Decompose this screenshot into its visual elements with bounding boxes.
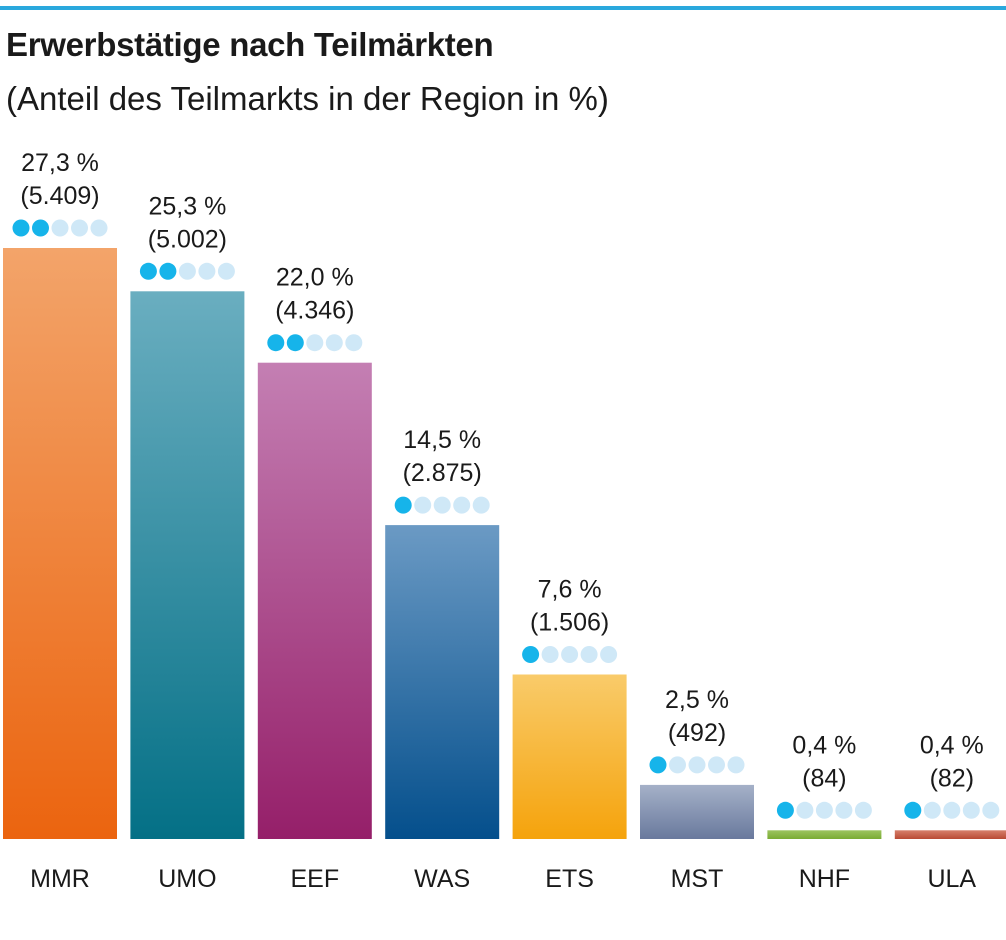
top-rule xyxy=(0,6,1006,10)
rating-dot xyxy=(394,496,412,514)
rating-dot xyxy=(306,334,324,352)
rating-dot xyxy=(453,496,471,514)
rating-dot xyxy=(982,801,1000,819)
absolute-label: (84) xyxy=(802,764,846,792)
rating-dot xyxy=(159,262,177,280)
chart-title: Erwerbstätige nach Teilmärkten xyxy=(6,26,494,63)
bar-group-mmr: (5.409) 27,3 % MMR xyxy=(3,149,117,893)
category-label: ETS xyxy=(545,865,594,893)
rating-dot xyxy=(32,219,49,237)
rating-dot xyxy=(178,262,196,280)
bar-was xyxy=(385,525,500,839)
bar-mst xyxy=(640,784,754,839)
bar-group-nhf: (84) 0,4 % NHF xyxy=(767,731,882,893)
rating-dot xyxy=(345,334,363,352)
rating-dot xyxy=(854,801,872,819)
rating-dot xyxy=(139,262,157,280)
absolute-label: (1.506) xyxy=(530,609,609,637)
rating-dot xyxy=(688,756,706,774)
bar-ets xyxy=(512,674,627,839)
rating-dot xyxy=(217,262,235,280)
rating-dot xyxy=(198,262,216,280)
rating-dot xyxy=(71,219,88,237)
rating-dot xyxy=(522,646,540,663)
bar-eef xyxy=(257,362,372,839)
absolute-label: (492) xyxy=(668,719,726,747)
rating-dot xyxy=(776,801,794,819)
rating-dot xyxy=(708,756,725,774)
rating-dot xyxy=(267,334,285,352)
value-label: 25,3 % xyxy=(148,192,226,220)
bar-group-mst: (492) 2,5 % MST xyxy=(640,686,754,893)
rating-dot xyxy=(580,646,598,663)
category-label: UMO xyxy=(158,865,216,893)
rating-dot xyxy=(904,801,922,819)
rating-dot xyxy=(472,496,490,514)
rating-dot xyxy=(943,801,961,819)
value-label: 7,6 % xyxy=(538,576,602,604)
rating-dot xyxy=(835,801,853,819)
bar-group-was: (2.875) 14,5 % WAS xyxy=(385,426,500,893)
value-label: 0,4 % xyxy=(792,731,856,759)
bar-group-ula: (82) 0,4 % ULA xyxy=(894,731,1006,893)
category-label: MMR xyxy=(30,865,90,893)
rating-dot xyxy=(414,496,432,514)
rating-dot xyxy=(727,756,745,774)
absolute-label: (4.346) xyxy=(275,297,354,325)
absolute-label: (5.002) xyxy=(148,225,227,253)
rating-dot xyxy=(815,801,833,819)
rating-dot xyxy=(561,646,579,663)
rating-dot xyxy=(12,219,30,237)
category-label: ULA xyxy=(927,865,976,893)
category-label: WAS xyxy=(414,865,470,893)
category-label: NHF xyxy=(799,865,850,893)
value-label: 27,3 % xyxy=(21,149,99,177)
rating-dot xyxy=(433,496,451,514)
category-label: MST xyxy=(671,865,724,893)
chart-subtitle: (Anteil des Teilmarkts in der Region in … xyxy=(6,80,609,117)
rating-dot xyxy=(286,334,304,352)
bars-layer: (5.409) 27,3 % MMR (5.002) 25,3 % UMO (4.346) 2… xyxy=(3,149,1006,893)
rating-dot xyxy=(325,334,343,352)
absolute-label: (5.409) xyxy=(20,182,99,210)
rating-dot xyxy=(962,801,980,819)
bar-group-ets: (1.506) 7,6 % ETS xyxy=(512,576,627,893)
value-label: 2,5 % xyxy=(665,686,729,714)
rating-dot xyxy=(51,219,69,237)
value-label: 14,5 % xyxy=(403,426,481,454)
rating-dot xyxy=(796,801,814,819)
rating-dot xyxy=(90,219,108,237)
bar-group-umo: (5.002) 25,3 % UMO xyxy=(130,192,245,893)
category-label: EEF xyxy=(290,865,339,893)
rating-dot xyxy=(923,801,941,819)
value-label: 22,0 % xyxy=(276,264,354,292)
bar-ula xyxy=(894,830,1006,839)
absolute-label: (82) xyxy=(930,764,974,792)
value-label: 0,4 % xyxy=(920,731,984,759)
bar-group-eef: (4.346) 22,0 % EEF xyxy=(257,264,372,893)
rating-dot xyxy=(649,756,667,774)
bar-umo xyxy=(130,291,245,839)
bar-mmr xyxy=(3,248,117,839)
bar-nhf xyxy=(767,830,882,839)
rating-dot xyxy=(600,646,618,663)
rating-dot xyxy=(541,646,559,663)
absolute-label: (2.875) xyxy=(403,459,482,487)
rating-dot xyxy=(669,756,686,774)
